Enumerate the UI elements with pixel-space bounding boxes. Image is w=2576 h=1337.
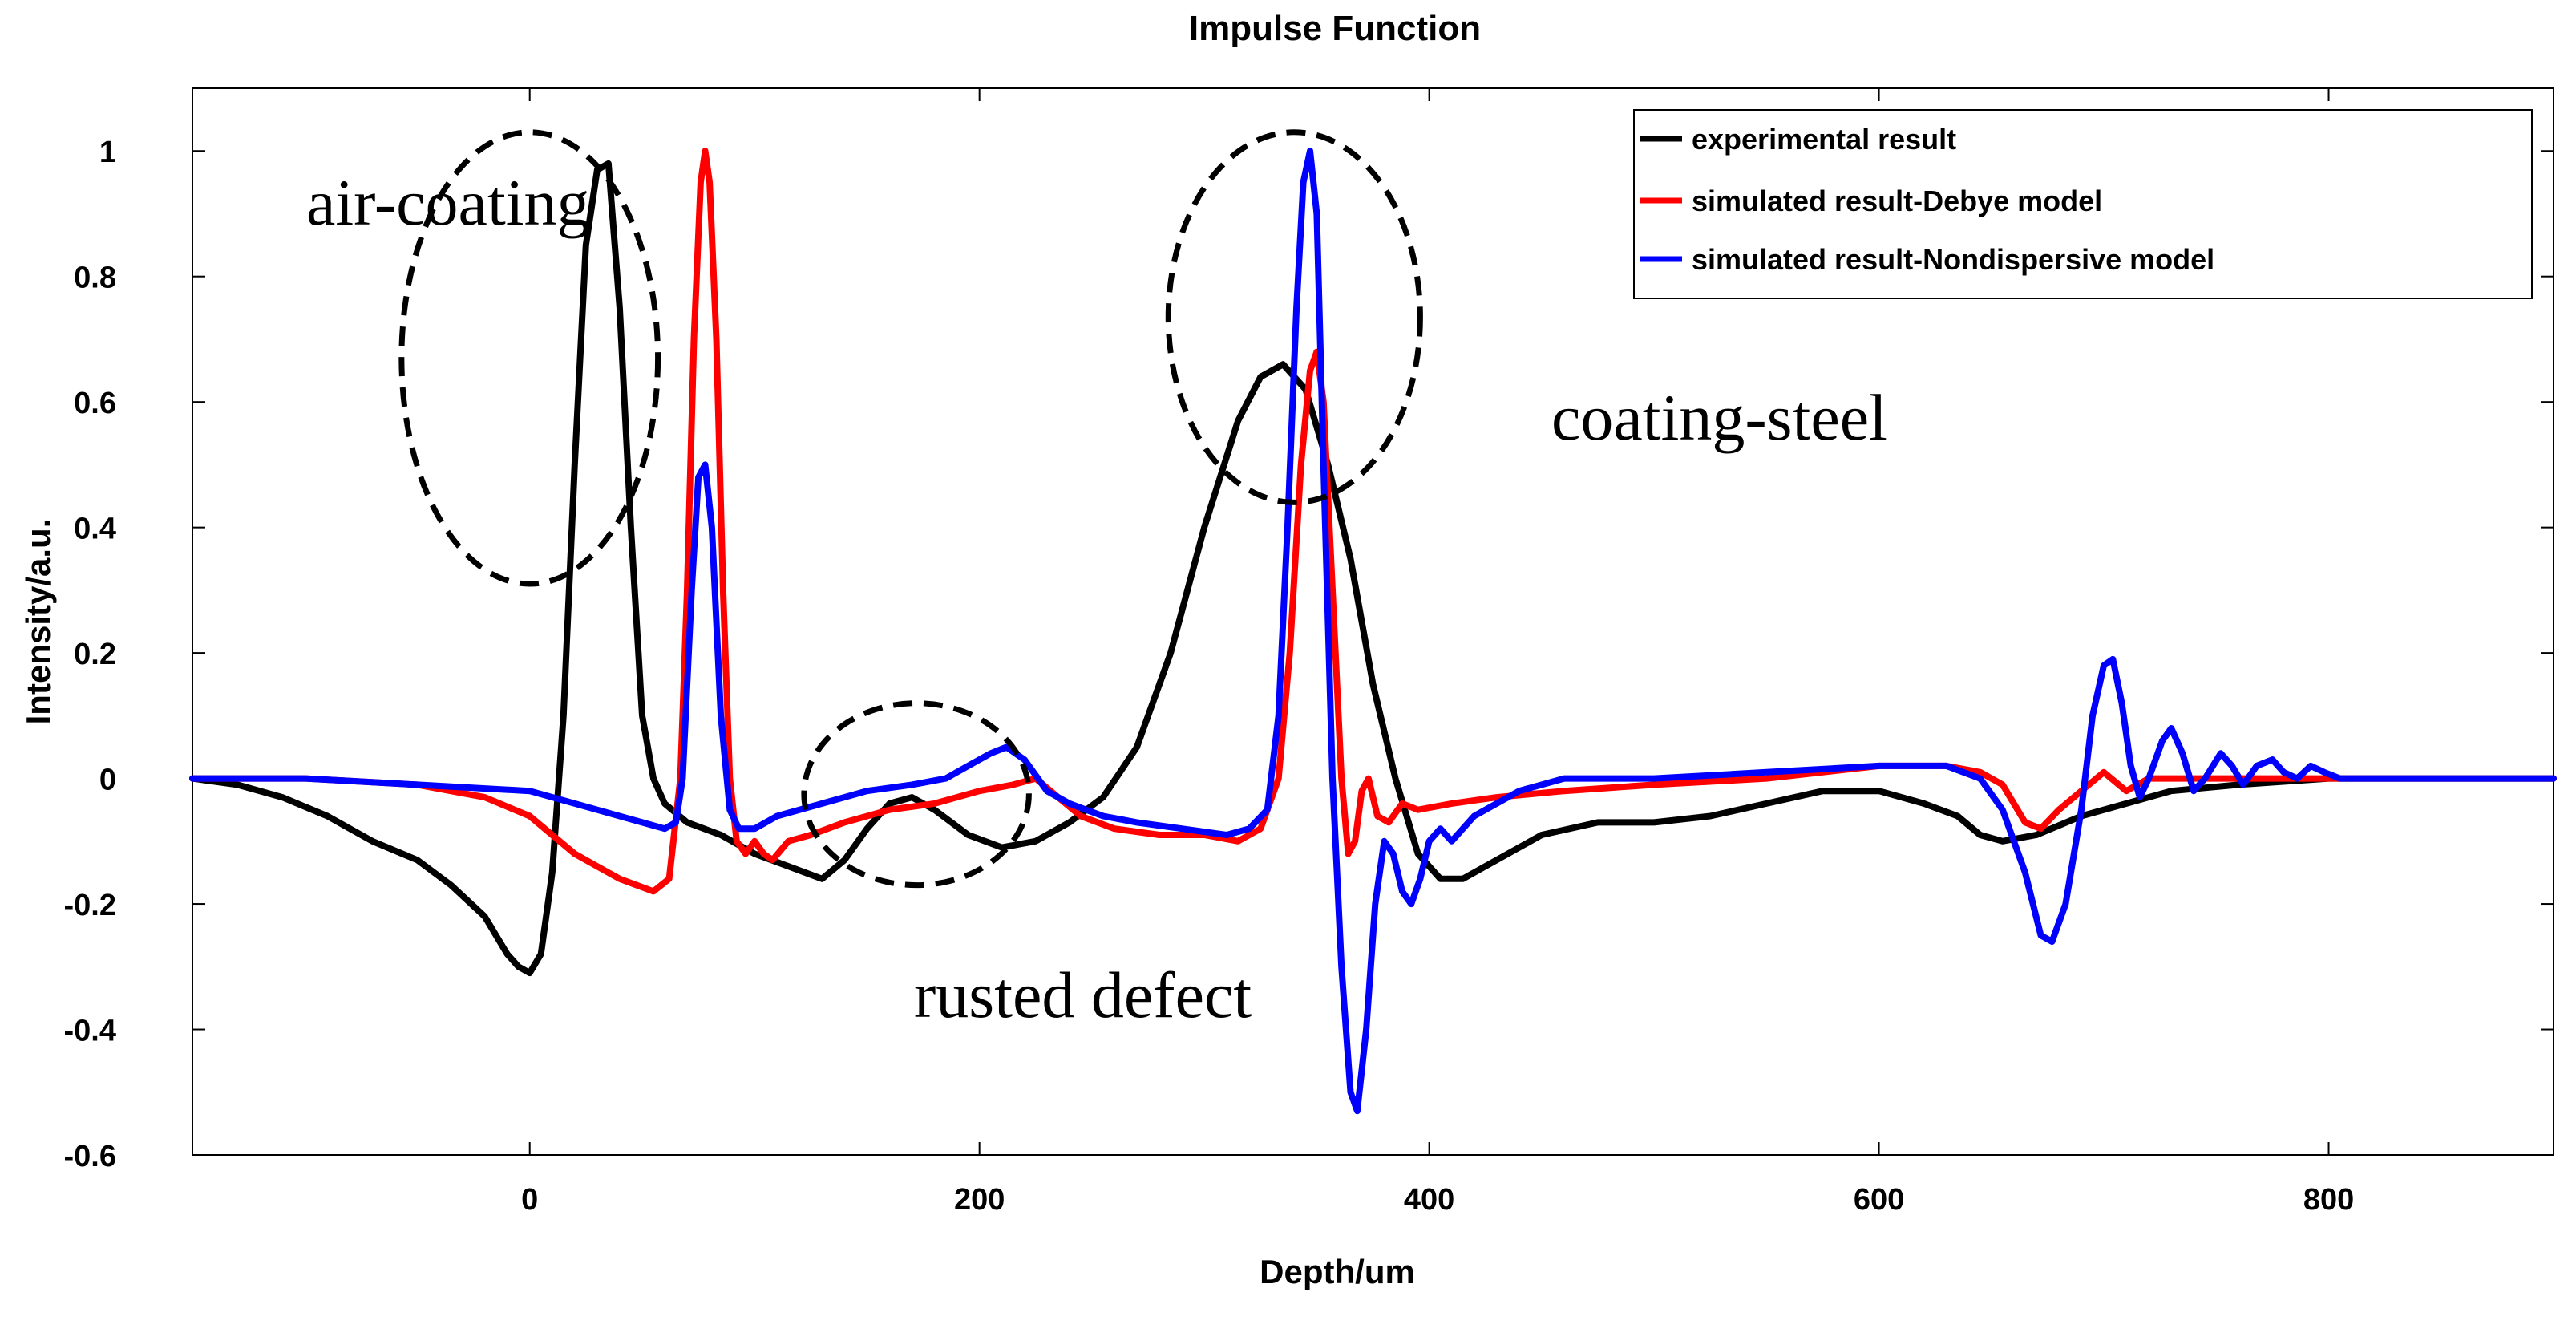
legend-box [1633, 109, 2533, 299]
y-tick-label: -0.4 [64, 1015, 116, 1048]
legend-label-debye: simulated result-Debye model [1692, 184, 2102, 217]
y-tick-label: -0.2 [64, 889, 116, 922]
y-tick-label: 0 [99, 764, 116, 797]
y-tick-label: 0.6 [74, 387, 116, 420]
y-tick-label: 0.8 [74, 261, 116, 295]
annotation-ellipse-rusted-defect [801, 700, 1032, 889]
legend-label-nondispersive: simulated result-Nondispersive model [1692, 243, 2214, 276]
series-debye-line [189, 148, 2557, 895]
annotation-ellipse-air-coating [398, 129, 661, 587]
legend: experimental result simulated result-Deb… [1633, 109, 2533, 299]
x-tick-label: 600 [1854, 1183, 1904, 1217]
axis-ticks: -0.6 -0.4 -0.2 0 0.2 0.4 0.6 0.8 1 0 200 400 600 800 [64, 88, 2554, 1217]
annotation-air-coating: air-coating [306, 166, 590, 239]
chart-title: Impulse Function [1189, 9, 1481, 48]
series-lines [189, 148, 2557, 1115]
annotation-ellipse-coating-steel [1165, 129, 1423, 505]
x-tick-label: 200 [954, 1183, 1005, 1217]
annotation-coating-steel: coating-steel [1551, 381, 1887, 454]
plot-area-frame [192, 87, 2554, 1156]
y-axis-label: Intensity/a.u. [19, 519, 57, 725]
legend-label-experimental: experimental result [1692, 123, 1956, 156]
y-tick-label: 1 [99, 136, 116, 169]
x-tick-label: 0 [521, 1183, 538, 1217]
y-tick-label: -0.6 [64, 1140, 116, 1173]
y-tick-label: 0.4 [74, 513, 116, 546]
x-tick-label: 800 [2303, 1183, 2354, 1217]
y-tick-label: 0.2 [74, 638, 116, 671]
series-nondispersive-line [189, 148, 2557, 1115]
annotation-ellipses [398, 129, 1423, 889]
x-tick-label: 400 [1404, 1183, 1454, 1217]
x-axis-label: Depth/um [1260, 1253, 1415, 1290]
annotation-rusted-defect: rusted defect [914, 958, 1252, 1031]
series-experimental-line [189, 160, 2557, 977]
